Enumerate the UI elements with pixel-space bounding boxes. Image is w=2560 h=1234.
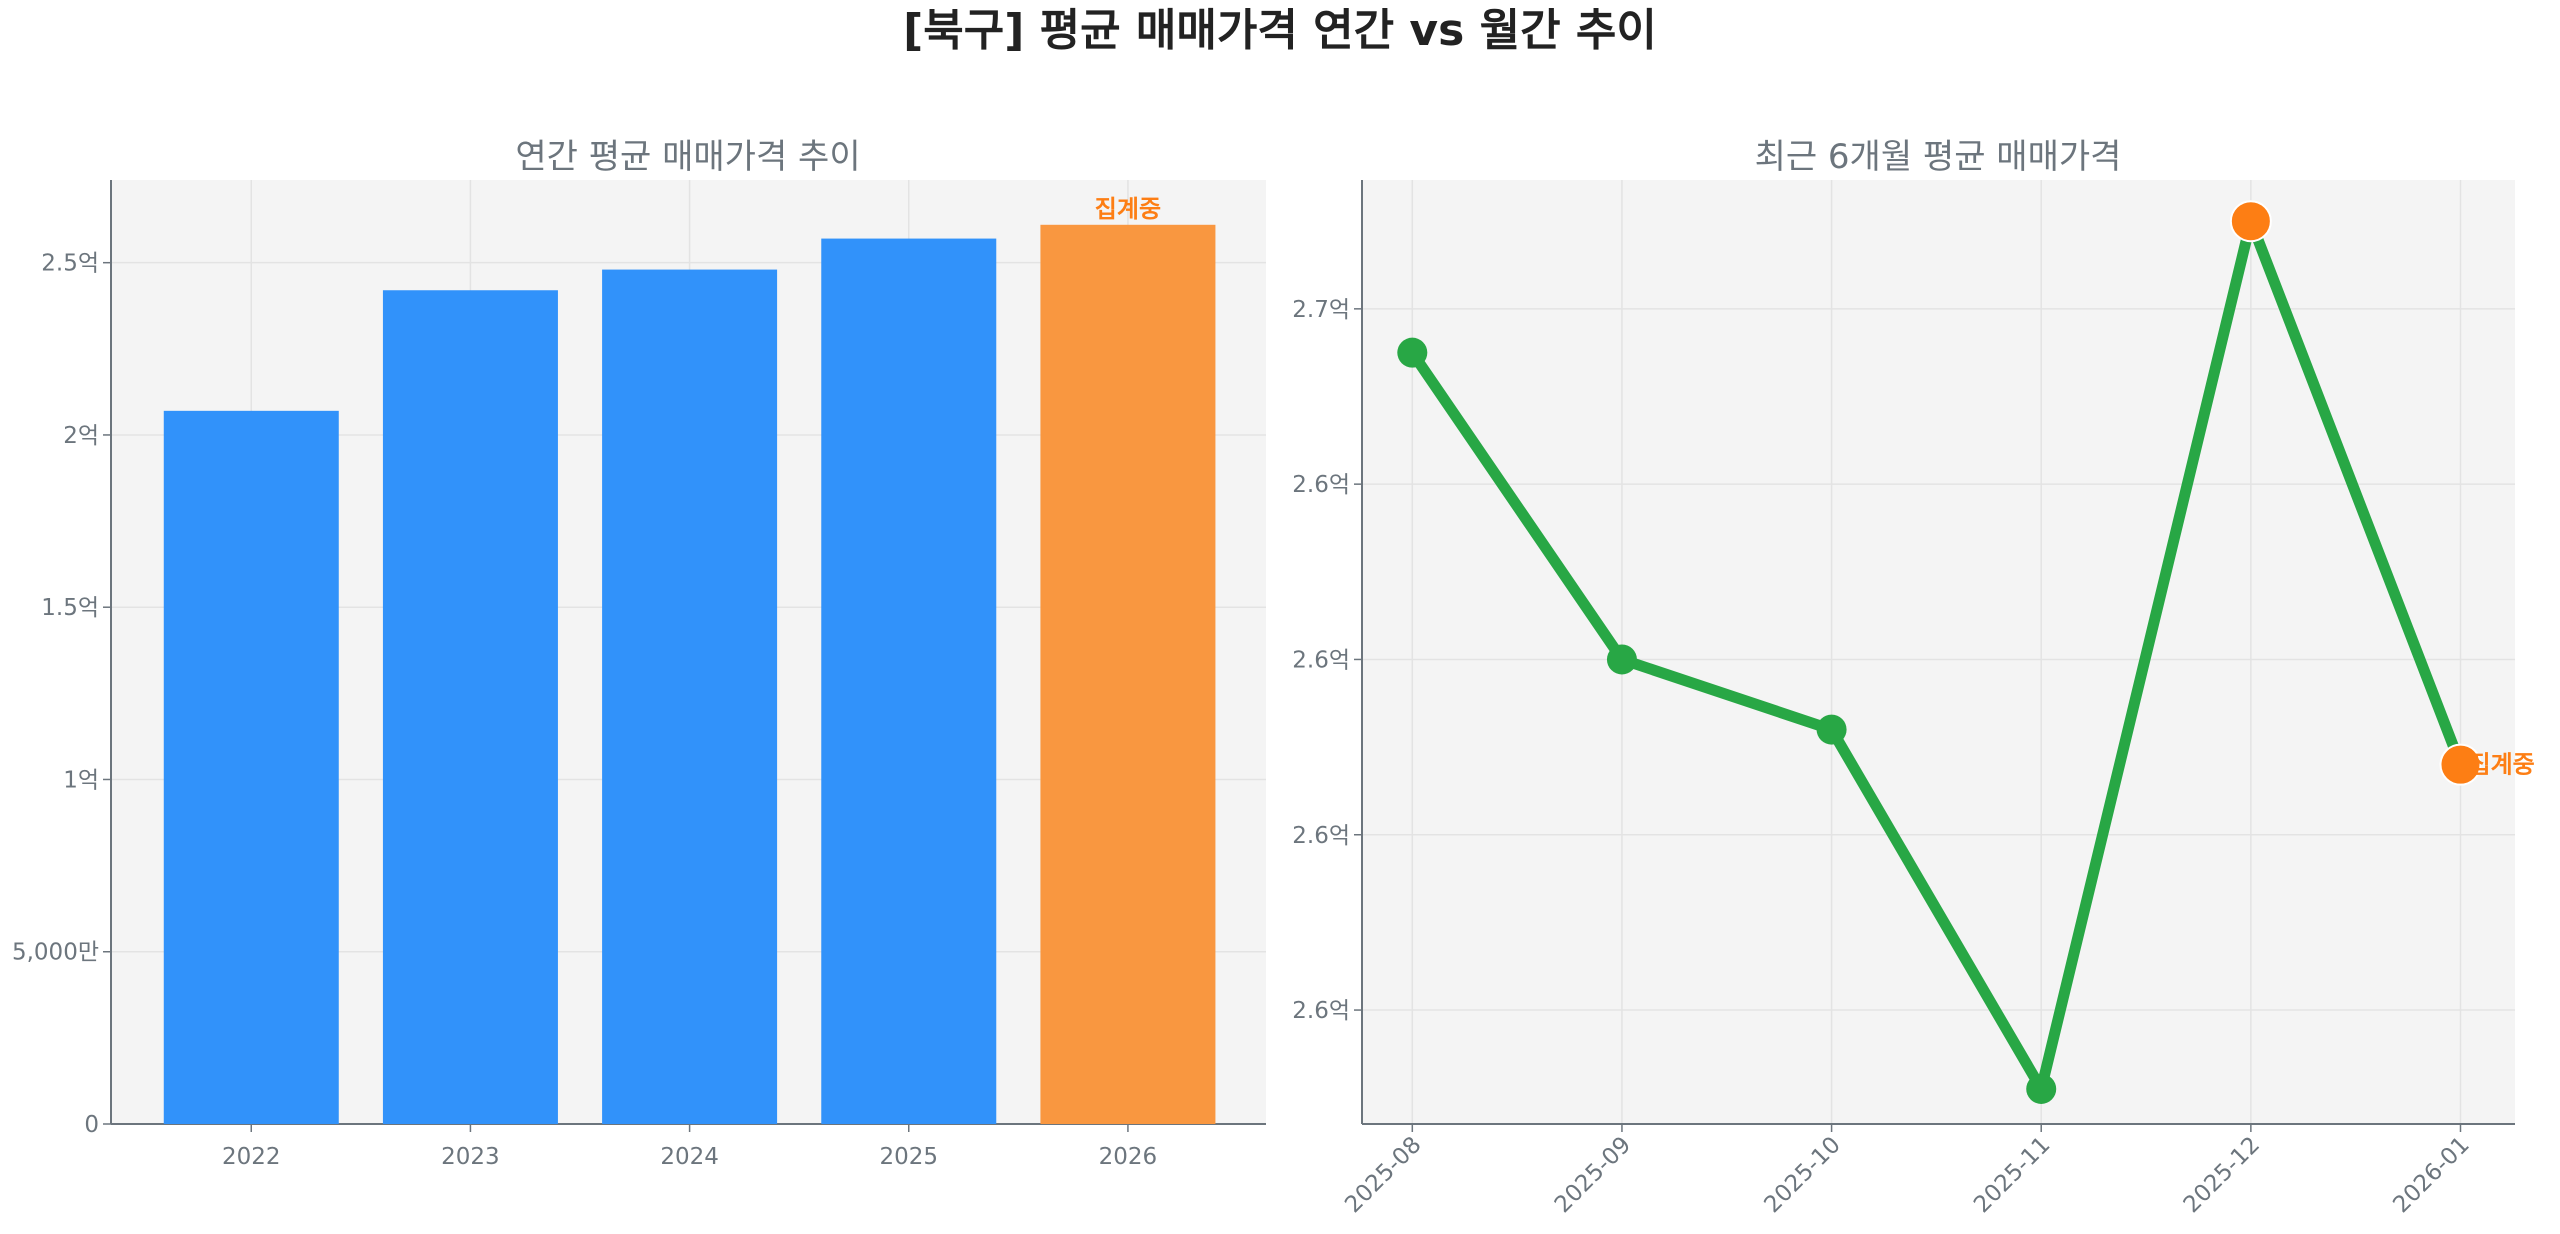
x-tick-label: 2025-08 [1340, 1132, 1426, 1218]
y-tick-label: 2.6억 [1292, 998, 1350, 1024]
y-tick-label: 1.5억 [41, 595, 99, 621]
y-tick-label: 2.6억 [1292, 472, 1350, 498]
point-2026-01 [2439, 743, 2482, 786]
point-2025-11 [2026, 1073, 2057, 1104]
monthly-line-chart: 최근 6개월 평균 매매가격 2.6억 2.6억 2.6억 2.6억 2.7억 2025-… [1292, 137, 2534, 1218]
monthly-chart-title: 최근 6개월 평균 매매가격 [1755, 137, 2122, 177]
point-2025-08 [1397, 337, 1428, 368]
figure-title: [북구] 평균 매매가격 연간 vs 월간 추이 [903, 5, 1657, 56]
in-progress-label: 집계중 [1095, 195, 1161, 223]
y-tick-label: 2.6억 [1292, 647, 1350, 673]
x-tick-label: 2022 [222, 1144, 281, 1170]
x-tick-label: 2026-01 [2388, 1132, 2474, 1218]
y-tick-label: 2억 [63, 423, 99, 449]
bar-2026 [1040, 224, 1216, 1124]
annual-chart-title: 연간 평균 매매가격 추이 [515, 137, 860, 177]
point-2025-09 [1606, 644, 1637, 675]
bar-2023 [382, 290, 558, 1124]
x-tick-label: 2023 [441, 1144, 500, 1170]
y-tick-label: 2.7억 [1292, 297, 1350, 323]
point-2025-10 [1816, 714, 1847, 745]
x-tick-label: 2025-10 [1759, 1132, 1845, 1218]
x-tick-label: 2026 [1099, 1144, 1158, 1170]
x-tick-label: 2025 [879, 1144, 938, 1170]
bar-2025 [821, 238, 997, 1124]
bar-2024 [602, 269, 778, 1124]
x-tick-label: 2025-11 [1969, 1132, 2055, 1218]
y-tick-label: 5,000만 [12, 940, 99, 966]
x-tick-label: 2025-12 [2179, 1132, 2265, 1218]
y-tick-label: 1억 [63, 767, 99, 793]
annual-bar-chart: 연간 평균 매매가격 추이 0 5,000만 1억 1.5억 2억 2.5억 2022 202… [12, 137, 1266, 1170]
bar-2022 [163, 410, 339, 1124]
in-progress-label: 집계중 [2468, 751, 2534, 779]
price-line [1407, 215, 2466, 1095]
plot-area [1362, 180, 2515, 1124]
point-2025-12 [2229, 200, 2272, 243]
y-tick-label: 0 [84, 1112, 99, 1138]
y-tick-label: 2.6억 [1292, 823, 1350, 849]
y-tick-label: 2.5억 [41, 251, 99, 277]
x-tick-label: 2025-09 [1550, 1132, 1636, 1218]
x-tick-label: 2024 [660, 1144, 719, 1170]
